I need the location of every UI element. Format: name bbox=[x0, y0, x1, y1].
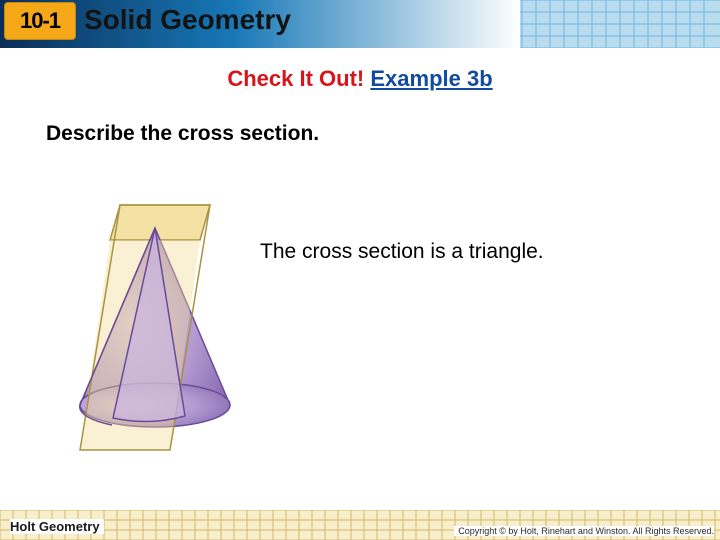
slide-footer: Holt Geometry Copyright © by Holt, Rineh… bbox=[0, 510, 720, 540]
chapter-title: Solid Geometry bbox=[84, 4, 291, 36]
slide-header: 10-1 Solid Geometry bbox=[0, 0, 720, 48]
footer-brand: Holt Geometry bbox=[10, 519, 104, 534]
example-number-label: Example 3b bbox=[370, 66, 492, 91]
check-it-out-label: Check It Out! bbox=[227, 66, 364, 91]
example-subtitle: Check It Out! Example 3b bbox=[0, 66, 720, 92]
lesson-number-badge: 10-1 bbox=[4, 2, 76, 40]
question-prompt: Describe the cross section. bbox=[46, 122, 720, 146]
answer-text: The cross section is a triangle. bbox=[260, 240, 544, 264]
cone-cross-section-figure bbox=[60, 200, 260, 460]
footer-copyright: Copyright © by Holt, Rinehart and Winsto… bbox=[454, 526, 714, 536]
